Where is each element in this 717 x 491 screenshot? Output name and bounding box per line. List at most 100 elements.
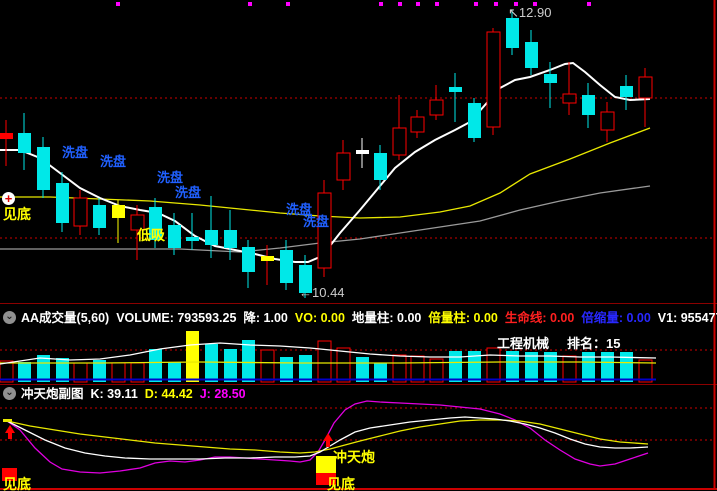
kdj-j-line [6, 400, 649, 474]
candle-down [168, 225, 181, 248]
candle-up [392, 127, 407, 156]
kdj-d-value: D: 44.42 [144, 387, 193, 401]
collapse-kdj-panel-icon[interactable]: ⌄ [3, 387, 16, 401]
volume-bar-down [149, 349, 162, 382]
volume-bar-up [429, 358, 444, 383]
candle-down [620, 86, 633, 97]
volume-bar-down [374, 363, 387, 382]
volume-bar-down [582, 352, 595, 382]
sector-rank-label: 工程机械 排名：15 [497, 333, 620, 352]
kdj-d-line [6, 419, 649, 454]
volume-bar-down [280, 357, 293, 382]
volume-field-beisuoliang: 倍缩量: 0.00 [581, 311, 651, 325]
volume-bar-down [18, 362, 31, 382]
candle-down [544, 74, 557, 83]
volume-bar-down [620, 352, 633, 382]
volume-field-diliangzhu: 地量柱: 0.00 [351, 311, 422, 325]
candle-down [374, 153, 387, 180]
signal-dot [116, 2, 120, 6]
signal-dot [533, 2, 537, 6]
sector-rank: 排名：15 [567, 336, 621, 351]
signal-dot [494, 2, 498, 6]
candle-down [93, 205, 106, 228]
volume-bar-up [486, 347, 501, 383]
plus-circle-marker-icon: + [2, 192, 15, 205]
kdj-k-line [6, 416, 649, 460]
candle-down [280, 250, 293, 283]
volume-bar-up [392, 354, 407, 383]
volume-field-shengmingxian: 生命线: 0.00 [504, 311, 575, 325]
volume-bar-down [168, 362, 181, 382]
volume-bar-down [468, 351, 481, 382]
candle-down [56, 183, 69, 223]
candle-up [600, 111, 615, 131]
signal-dot [398, 2, 402, 6]
signal-dot [248, 2, 252, 6]
candle-doji-red [0, 133, 13, 139]
candle-highlight [112, 205, 125, 218]
volume-bar-up [260, 349, 275, 383]
candle-up [562, 93, 577, 104]
volume-bar-up [562, 355, 577, 383]
volume-panel-header: ⌄ AA成交量(5,60) VOLUME: 793593.25 降: 1.00 VO: … [0, 308, 717, 328]
signal-dot [514, 2, 518, 6]
volume-field-v1: V1: 955477.88 [657, 311, 717, 325]
volume-field-jiang: 降: 1.00 [243, 311, 288, 325]
buy-signal-arrow-icon [323, 433, 333, 447]
kdj-k-value: K: 39.11 [90, 387, 138, 401]
volume-bar-highlight [186, 331, 199, 382]
candle-up [429, 99, 444, 116]
volume-bar-down [544, 352, 557, 382]
volume-bar-down [449, 351, 462, 382]
candle-up [73, 197, 88, 227]
signal-dot [474, 2, 478, 6]
volume-field-beiliangzhu: 倍量柱: 0.00 [428, 311, 498, 325]
ma-line-gray [0, 185, 651, 253]
volume-bar-down [299, 355, 312, 382]
candle-down [525, 42, 538, 68]
candle-down [299, 265, 312, 293]
candle-down [506, 18, 519, 48]
volume-bar-up [317, 340, 332, 383]
candle-up [317, 192, 332, 269]
candle-doji-white [356, 150, 369, 154]
signal-box-mid-red [316, 473, 336, 485]
volume-bar-down [601, 352, 614, 382]
candle-doji-cyan [449, 87, 462, 92]
signal-dot [416, 2, 420, 6]
volume-ma-white [0, 342, 657, 365]
buy-signal-arrow-icon [5, 425, 15, 439]
volume-value: VOLUME: 793593.25 [116, 311, 237, 325]
signal-dot [435, 2, 439, 6]
signal-dot [379, 2, 383, 6]
volume-bar-up [336, 347, 351, 383]
collapse-volume-panel-icon[interactable]: ⌄ [3, 311, 16, 325]
kdj-indicator-title: 冲天炮副图 [21, 387, 84, 401]
candle-down [149, 207, 162, 240]
volume-bar-down [242, 340, 255, 382]
volume-bar-down [356, 357, 369, 382]
signal-box-mid-yellow [316, 456, 336, 473]
volume-bar-down [37, 355, 50, 382]
candle-down [37, 147, 50, 190]
signal-dot [587, 2, 591, 6]
candle-doji-yellow [261, 256, 274, 261]
volume-bar-down [525, 352, 538, 382]
kdj-panel-header: ⌄ 冲天炮副图 K: 39.11 D: 44.42 J: 28.50 [0, 386, 717, 401]
candle-up [410, 116, 425, 133]
candle-up [486, 31, 501, 128]
volume-bar-down [224, 349, 237, 382]
volume-bar-down [506, 351, 519, 382]
volume-field-vo: VO: 0.00 [294, 311, 345, 325]
candle-down [18, 133, 31, 153]
ma-line-yellow [0, 127, 651, 219]
signal-dot [286, 2, 290, 6]
volume-bar-down [93, 360, 106, 382]
candle-doji-cyan [186, 237, 199, 241]
volume-indicator-title: AA成交量(5,60) [21, 311, 110, 325]
volume-bar-down [56, 358, 69, 382]
volume-bar-up [0, 360, 14, 383]
volume-bar-up [410, 355, 425, 383]
